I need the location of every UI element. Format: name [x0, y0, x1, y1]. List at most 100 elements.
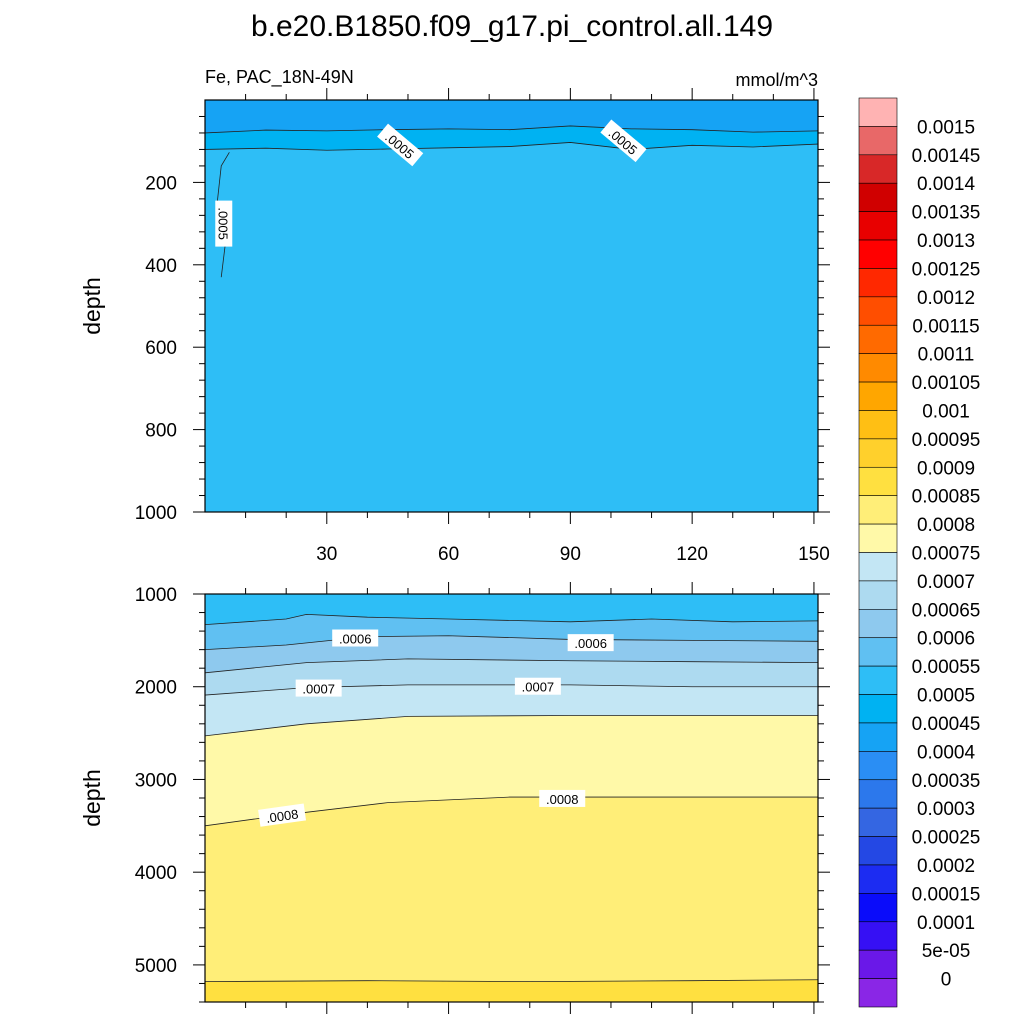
y-tick-label: 4000	[135, 863, 177, 884]
colorbar-swatch	[858, 552, 898, 582]
colorbar-swatch	[858, 665, 898, 695]
y-tick-label: 600	[145, 338, 177, 359]
colorbar-label: 0.00145	[912, 146, 981, 167]
y-tick-label: 1000	[135, 585, 177, 606]
colorbar-label: 0.00115	[912, 316, 979, 337]
colorbar-swatch	[858, 438, 898, 468]
colorbar-label: 0.0008	[917, 515, 975, 536]
variable-region-label: Fe, PAC_18N-49N	[205, 67, 354, 88]
contour-line-0.0005	[205, 142, 818, 151]
colorbar-label: 0.0003	[917, 799, 975, 820]
colorbar-swatch	[858, 154, 898, 184]
colorbar-swatch	[858, 893, 898, 923]
contour-region-0.0007-0.00075	[205, 684, 818, 736]
colorbar: 0.0015 0.00145 0.0014 0.00135 0.0013 0.00125 0…	[858, 97, 981, 1008]
contour-label-text: .0007	[302, 682, 335, 697]
contour-label-text: .0005	[215, 207, 230, 240]
colorbar-label: 0.00085	[912, 487, 981, 508]
x-tick-label: 150	[798, 544, 830, 565]
colorbar-swatch	[858, 324, 898, 354]
units-label: mmol/m^3	[736, 70, 818, 90]
colorbar-swatch	[858, 97, 898, 127]
colorbar-swatch	[858, 353, 898, 383]
colorbar-label: 0.0011	[918, 345, 975, 366]
contour-region-0.00055-0.0006	[205, 614, 818, 650]
contour-label-text: .0008	[546, 792, 579, 807]
contour-label-text: .0006	[574, 636, 607, 651]
colorbar-label: 0.00065	[912, 600, 981, 621]
contour-line-0.0007	[205, 715, 818, 737]
upper-depth-panel: .0005.0005.0005 200 400 600 800 1000 depth 30 60…	[79, 88, 830, 565]
colorbar-swatch	[858, 239, 898, 269]
colorbar-label: 0.00095	[912, 430, 981, 451]
colorbar-swatch	[858, 609, 898, 639]
colorbar-label: 0.00045	[912, 714, 981, 735]
colorbar-label: 0.00025	[912, 828, 981, 849]
contour-label-text: .0006	[339, 632, 372, 647]
colorbar-swatch	[858, 523, 898, 553]
y-tick-label: 5000	[135, 956, 177, 977]
colorbar-swatch	[858, 296, 898, 326]
colorbar-label: 0.00015	[912, 884, 981, 905]
contour-label: .0006	[332, 629, 379, 647]
y-tick-label: 400	[145, 256, 177, 277]
contour-label-text: .0007	[522, 680, 555, 695]
contour-region-0.0005-0.00055	[205, 594, 818, 625]
colorbar-swatch	[858, 779, 898, 809]
colorbar-label: 5e-05	[922, 941, 971, 962]
contour-line-0.00065	[205, 684, 818, 696]
contour-line-0.0005	[205, 613, 818, 625]
y-tick-label: 3000	[135, 770, 177, 791]
colorbar-swatch	[858, 381, 898, 411]
contour-region-0.00045-0.0005	[205, 125, 818, 151]
contour-label: .0007	[514, 677, 561, 695]
chart-title: b.e20.B1850.f09_g17.pi_control.all.149	[251, 10, 773, 43]
contour-label: .0007	[295, 679, 342, 697]
colorbar-swatch	[858, 182, 898, 212]
colorbar-swatch	[858, 466, 898, 496]
colorbar-label: 0.00135	[912, 203, 981, 224]
y-tick-label: 1000	[135, 503, 177, 524]
x-tick-label: 90	[560, 544, 581, 565]
colorbar-swatch	[858, 126, 898, 156]
colorbar-label: 0.0009	[917, 458, 975, 479]
contour-label-text: .0008	[265, 806, 299, 825]
colorbar-label: 0.001	[922, 401, 970, 422]
colorbar-label: 0.0013	[917, 231, 975, 252]
colorbar-label: 0.00035	[912, 771, 981, 792]
colorbar-swatch	[858, 268, 898, 298]
colorbar-swatch	[858, 637, 898, 667]
contour-line-0.0008	[205, 979, 818, 982]
colorbar-label: 0.0005	[917, 686, 975, 707]
x-tick-label: 60	[438, 544, 459, 565]
y-tick-label: 200	[145, 173, 177, 194]
contour-region-0.00075-0.0008	[205, 715, 818, 826]
y-tick-label: 800	[145, 421, 177, 442]
colorbar-label: 0.0012	[917, 288, 975, 309]
colorbar-swatch	[858, 410, 898, 440]
colorbar-label: 0.0006	[917, 629, 975, 650]
colorbar-swatch	[858, 978, 898, 1008]
y-axis-label: depth	[79, 277, 105, 335]
colorbar-label: 0.0007	[917, 572, 975, 593]
contour-label: .0008	[258, 803, 307, 827]
colorbar-swatch	[858, 495, 898, 525]
contour-label: .0005	[215, 200, 233, 247]
contour-region-0.0005-0.00055	[205, 142, 818, 512]
plot-area: .0005.0005.0005	[205, 100, 818, 512]
contour-label: .0006	[567, 634, 614, 652]
plot-frame	[204, 99, 819, 513]
colorbar-label: 0.0014	[917, 174, 976, 195]
colorbar-swatch	[858, 751, 898, 781]
colorbar-label: 0	[941, 970, 952, 991]
lower-depth-panel: .0006 .0006 .0007 .0007 .0008 .0008 1000 2000 30…	[79, 582, 830, 1014]
contour-line-0.0006	[205, 658, 818, 674]
colorbar-label: 0.0001	[917, 913, 975, 934]
colorbar-swatch	[858, 864, 898, 894]
colorbar-label: 0.00125	[912, 259, 981, 280]
colorbar-swatch	[858, 836, 898, 866]
colorbar-label: 0.0002	[917, 856, 975, 877]
colorbar-label: 0.0015	[917, 117, 975, 138]
x-tick-label: 120	[676, 544, 708, 565]
